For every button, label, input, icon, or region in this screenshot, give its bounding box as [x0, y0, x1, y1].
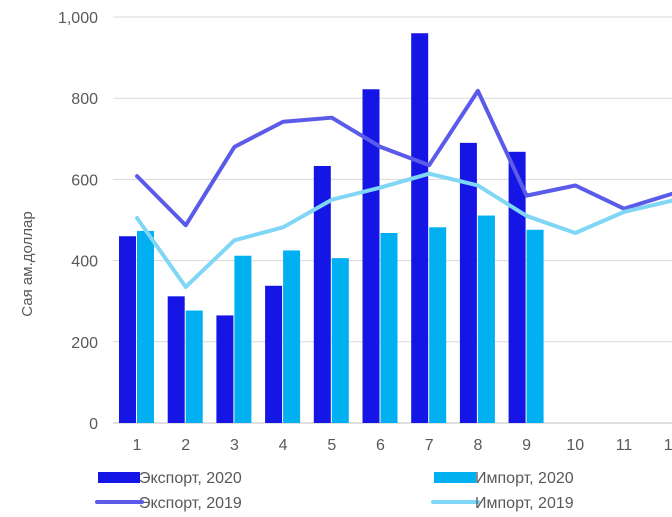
bar-export-2020 — [216, 315, 234, 423]
y-axis-ticks: 0 200 400 600 800 1,000 — [58, 10, 98, 433]
bar-import-2020 — [477, 215, 495, 423]
x-tick-label: 3 — [230, 437, 239, 454]
series-line-export-2019 — [135, 88, 672, 228]
y-tick-label: 400 — [71, 254, 98, 271]
x-tick-label: 2 — [181, 437, 190, 454]
x-tick-label: 5 — [327, 437, 336, 454]
series-line-import-2019 — [135, 171, 672, 289]
bar-import-2020 — [234, 255, 252, 423]
bar-import-2020 — [185, 310, 203, 423]
x-tick-label: 10 — [566, 437, 584, 454]
x-tick-label: 6 — [376, 437, 385, 454]
bar-export-2020 — [362, 89, 380, 423]
bar-export-2020 — [119, 236, 136, 423]
bar-export-2020 — [265, 285, 283, 423]
x-tick-label: 11 — [616, 437, 633, 454]
y-tick-label: 200 — [71, 335, 98, 352]
legend-label: Импорт, 2020 — [475, 470, 574, 487]
legend-swatch — [98, 472, 140, 483]
bar-import-2020 — [526, 229, 544, 423]
bar-export-2020 — [411, 33, 429, 424]
bar-import-2020 — [331, 258, 349, 423]
x-tick-label: 7 — [425, 437, 434, 454]
bar-import-2020 — [380, 232, 398, 423]
x-tick-label: 4 — [279, 437, 288, 454]
y-tick-label: 1,000 — [58, 10, 98, 27]
legend-swatch — [434, 472, 476, 483]
legend-label: Импорт, 2019 — [475, 495, 574, 512]
legend-label: Экспорт, 2020 — [139, 470, 242, 487]
bar-export-2020 — [313, 166, 331, 423]
bar-import-2020 — [283, 250, 301, 423]
y-tick-label: 600 — [71, 172, 98, 189]
x-tick-label: 12 — [664, 437, 672, 454]
x-axis-ticks: 123456789101112 — [133, 437, 672, 454]
bar-export-2020 — [167, 296, 185, 423]
y-tick-label: 800 — [71, 91, 98, 108]
y-tick-label: 0 — [89, 416, 98, 433]
lines — [135, 88, 672, 289]
y-axis-label: Сая ам.доллар — [19, 211, 36, 316]
bar-import-2020 — [429, 227, 447, 423]
bar-export-2020 — [508, 151, 526, 424]
bar-export-2020 — [459, 142, 477, 424]
x-tick-label: 8 — [473, 437, 482, 454]
bars — [119, 33, 544, 424]
legend: Экспорт, 2020 Импорт, 2020 Экспорт, 2019 Им… — [95, 470, 574, 512]
legend-label: Экспорт, 2019 — [139, 495, 242, 512]
x-tick-label: 1 — [133, 437, 142, 454]
x-tick-label: 9 — [522, 437, 531, 454]
bar-import-2020 — [137, 230, 154, 423]
